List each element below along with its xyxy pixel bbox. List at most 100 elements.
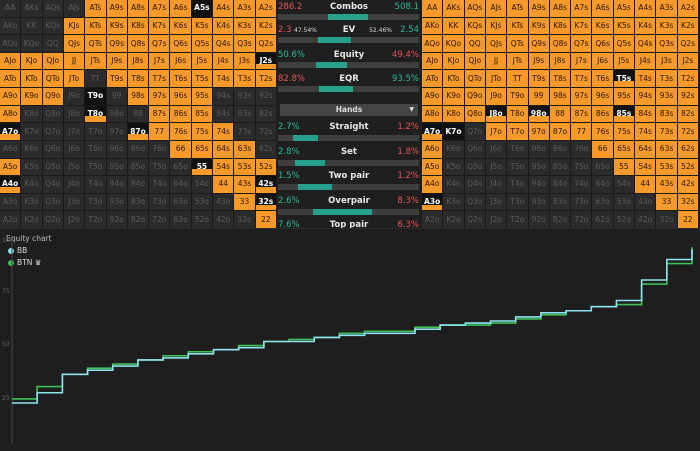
hand-cell-95o[interactable]: 95o [528, 158, 549, 176]
hand-cell-Q2s[interactable]: Q2s [677, 35, 698, 52]
hand-cell-T2o[interactable]: T2o [85, 211, 106, 228]
hand-cell-A4o[interactable]: A4o [422, 176, 443, 193]
hand-cell-A3o[interactable]: A3o [422, 193, 443, 211]
hand-cell-Q3s[interactable]: Q3s [234, 35, 255, 52]
hand-cell-J5s[interactable]: J5s [191, 52, 213, 70]
hand-cell-Q6o[interactable]: Q6o [42, 140, 63, 158]
hand-cell-K8o[interactable]: K8o [21, 105, 42, 123]
hand-cell-KQs[interactable]: KQs [464, 17, 485, 35]
hand-cell-A9s[interactable]: A9s [106, 0, 127, 17]
hand-cell-J6o[interactable]: J6o [485, 140, 507, 158]
hand-cell-QTs[interactable]: QTs [507, 35, 528, 52]
hand-cell-83s[interactable]: 83s [656, 105, 677, 123]
hand-cell-75o[interactable]: 75o [571, 158, 592, 176]
hand-cell-JJ[interactable]: JJ [485, 52, 507, 70]
hand-cell-K7o[interactable]: K7o [21, 123, 42, 140]
hand-cell-ATs[interactable]: ATs [85, 0, 106, 17]
hand-cell-97o[interactable]: 97o [106, 123, 127, 140]
hand-cell-75s[interactable]: 75s [191, 123, 213, 140]
hand-cell-K6o[interactable]: K6o [21, 140, 42, 158]
hand-cell-Q3o[interactable]: Q3o [42, 193, 63, 211]
hand-cell-76o[interactable]: 76o [571, 140, 592, 158]
hand-cell-A3s[interactable]: A3s [656, 0, 677, 17]
hand-cell-A2s[interactable]: A2s [255, 0, 276, 17]
hand-cell-72s[interactable]: 72s [255, 123, 276, 140]
hands-dropdown[interactable]: Hands ▼ [280, 104, 418, 116]
hand-cell-K4s[interactable]: K4s [635, 17, 656, 35]
hand-cell-A8o[interactable]: A8o [0, 105, 21, 123]
hand-cell-64s[interactable]: 64s [635, 140, 656, 158]
hand-cell-J9s[interactable]: J9s [528, 52, 549, 70]
hand-cell-K7s[interactable]: K7s [149, 17, 170, 35]
hand-cell-Q9s[interactable]: Q9s [106, 35, 127, 52]
hand-cell-82o[interactable]: 82o [127, 211, 149, 228]
hand-cell-J4s[interactable]: J4s [635, 52, 656, 70]
hand-cell-Q7o[interactable]: Q7o [42, 123, 63, 140]
hand-cell-94o[interactable]: 94o [106, 176, 127, 193]
hand-cell-T5o[interactable]: T5o [85, 158, 106, 176]
hand-cell-77[interactable]: 77 [149, 123, 170, 140]
hand-cell-J3o[interactable]: J3o [485, 193, 507, 211]
hand-cell-63o[interactable]: 63o [592, 193, 613, 211]
hand-cell-T3o[interactable]: T3o [85, 193, 106, 211]
hand-cell-33[interactable]: 33 [656, 193, 677, 211]
hand-cell-T9s[interactable]: T9s [528, 70, 549, 88]
hand-cell-96s[interactable]: 96s [592, 88, 613, 105]
hand-cell-42s[interactable]: 42s [677, 176, 698, 193]
hand-cell-Q5s[interactable]: Q5s [613, 35, 635, 52]
hand-cell-A8o[interactable]: A8o [422, 105, 443, 123]
hand-cell-65s[interactable]: 65s [613, 140, 635, 158]
hand-cell-52s[interactable]: 52s [677, 158, 698, 176]
hand-cell-K7o[interactable]: K7o [443, 123, 464, 140]
hand-cell-Q7s[interactable]: Q7s [149, 35, 170, 52]
hand-cell-J7s[interactable]: J7s [571, 52, 592, 70]
hand-cell-66[interactable]: 66 [592, 140, 613, 158]
hand-cell-QTs[interactable]: QTs [85, 35, 106, 52]
hand-cell-A5s[interactable]: A5s [613, 0, 635, 17]
hand-cell-KK[interactable]: KK [443, 17, 464, 35]
hand-cell-97s[interactable]: 97s [149, 88, 170, 105]
hand-cell-62o[interactable]: 62o [170, 211, 191, 228]
hand-cell-J2s[interactable]: J2s [255, 52, 276, 70]
hand-cell-T2s[interactable]: T2s [677, 70, 698, 88]
hand-cell-K6o[interactable]: K6o [443, 140, 464, 158]
hand-cell-KTo[interactable]: KTo [21, 70, 42, 88]
hand-cell-K6s[interactable]: K6s [170, 17, 191, 35]
hand-cell-A2o[interactable]: A2o [422, 211, 443, 228]
hand-cell-Q4s[interactable]: Q4s [635, 35, 656, 52]
hand-cell-QTo[interactable]: QTo [42, 70, 63, 88]
hand-cell-QQ[interactable]: QQ [464, 35, 485, 52]
hand-cell-32o[interactable]: 32o [656, 211, 677, 228]
hand-cell-J2o[interactable]: J2o [63, 211, 85, 228]
hand-cell-Q4o[interactable]: Q4o [464, 176, 485, 193]
hand-cell-62o[interactable]: 62o [592, 211, 613, 228]
hand-cell-87s[interactable]: 87s [571, 105, 592, 123]
hand-cell-86o[interactable]: 86o [127, 140, 149, 158]
hand-cell-95s[interactable]: 95s [613, 88, 635, 105]
hand-cell-Q7s[interactable]: Q7s [571, 35, 592, 52]
hand-cell-93o[interactable]: 93o [528, 193, 549, 211]
hand-cell-T7o[interactable]: T7o [507, 123, 528, 140]
hand-cell-T3s[interactable]: T3s [656, 70, 677, 88]
hand-cell-85s[interactable]: 85s [613, 105, 635, 123]
hand-cell-JJ[interactable]: JJ [63, 52, 85, 70]
hand-cell-KTs[interactable]: KTs [507, 17, 528, 35]
hand-cell-AKo[interactable]: AKo [422, 17, 443, 35]
hand-cell-K8o[interactable]: K8o [443, 105, 464, 123]
hand-cell-76o[interactable]: 76o [149, 140, 170, 158]
hand-cell-J5o[interactable]: J5o [63, 158, 85, 176]
hand-cell-K5o[interactable]: K5o [21, 158, 42, 176]
hand-cell-K9s[interactable]: K9s [528, 17, 549, 35]
hand-cell-Q6s[interactable]: Q6s [170, 35, 191, 52]
hand-cell-J3s[interactable]: J3s [234, 52, 255, 70]
hand-cell-Q2o[interactable]: Q2o [42, 211, 63, 228]
hand-cell-AQo[interactable]: AQo [0, 35, 21, 52]
hand-cell-KK[interactable]: KK [21, 17, 42, 35]
hand-cell-J4o[interactable]: J4o [485, 176, 507, 193]
hand-cell-64o[interactable]: 64o [170, 176, 191, 193]
hand-cell-92o[interactable]: 92o [106, 211, 127, 228]
hand-cell-42s[interactable]: 42s [255, 176, 276, 193]
hand-cell-K5o[interactable]: K5o [443, 158, 464, 176]
hand-cell-33[interactable]: 33 [234, 193, 255, 211]
hand-cell-T6o[interactable]: T6o [507, 140, 528, 158]
